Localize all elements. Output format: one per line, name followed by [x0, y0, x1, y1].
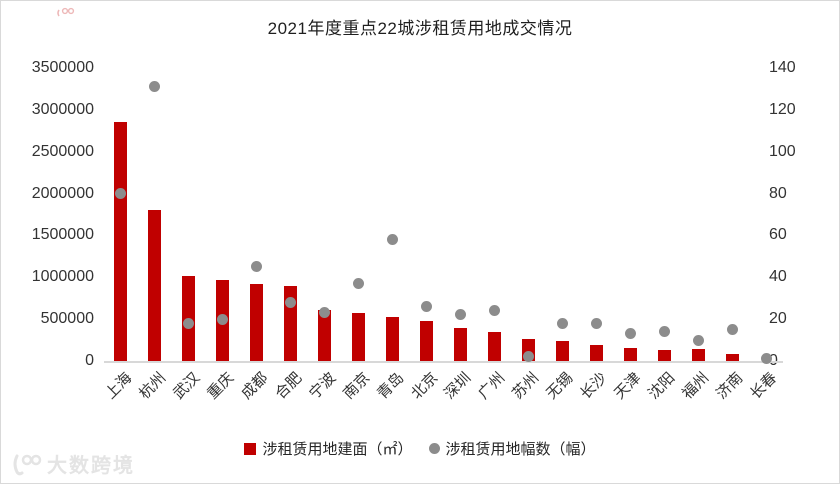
dot-无锡 — [556, 317, 568, 329]
bar-青岛 — [386, 316, 400, 361]
dot-北京 — [421, 301, 433, 313]
watermark-text: 大数跨境 — [47, 455, 135, 477]
dot-宁波 — [319, 307, 331, 319]
right-axis-tick: 100 — [769, 142, 796, 160]
dot-成都 — [251, 261, 263, 273]
left-axis-tick: 500000 — [40, 310, 94, 328]
bar-济南 — [725, 354, 739, 361]
x-label-长沙: 长沙 — [577, 369, 611, 403]
x-label-深圳: 深圳 — [441, 369, 475, 403]
bar-长沙 — [589, 344, 603, 361]
x-label-南京: 南京 — [339, 369, 373, 403]
legend-item-dot-series: 涉租赁用地幅数（幅） — [428, 438, 596, 459]
dot-重庆 — [217, 313, 229, 325]
bar-深圳 — [453, 328, 467, 361]
right-axis-tick: 20 — [769, 310, 787, 328]
bar-series-swatch-icon — [244, 442, 257, 455]
bar-天津 — [623, 347, 637, 361]
legend-label-dot-series: 涉租赁用地幅数（幅） — [445, 441, 596, 458]
right-axis-tick: 0 — [769, 352, 778, 370]
x-label-长春: 长春 — [747, 369, 781, 403]
legend-label-bar-series: 涉租赁用地建面（㎡） — [262, 441, 413, 458]
left-axis-tick: 3500000 — [31, 59, 94, 76]
x-label-沈阳: 沈阳 — [645, 369, 679, 403]
bar-宁波 — [318, 310, 332, 361]
dot-青岛 — [387, 234, 399, 246]
red-watermark-fragment-icon — [56, 5, 80, 17]
bar-无锡 — [555, 340, 569, 361]
dot-南京 — [353, 278, 365, 290]
bar-北京 — [420, 320, 434, 361]
x-label-杭州: 杭州 — [136, 369, 170, 403]
dot-杭州 — [149, 81, 161, 93]
x-label-苏州: 苏州 — [509, 369, 543, 403]
right-axis-tick: 120 — [769, 100, 796, 118]
watermark: 大数跨境 — [9, 449, 135, 478]
x-label-宁波: 宁波 — [305, 369, 340, 403]
bar-广州 — [487, 331, 501, 361]
x-label-成都: 成都 — [237, 369, 272, 403]
left-axis-tick: 2000000 — [31, 184, 94, 202]
x-label-上海: 上海 — [102, 369, 136, 403]
dot-长沙 — [590, 317, 602, 329]
bar-南京 — [352, 313, 366, 361]
dot-深圳 — [454, 309, 466, 321]
legend: 涉租赁用地建面（㎡） 涉租赁用地幅数（幅） — [1, 438, 839, 459]
dot-合肥 — [285, 296, 297, 308]
right-axis-tick: 80 — [769, 184, 787, 202]
x-label-北京: 北京 — [407, 369, 441, 403]
bar-福州 — [691, 348, 705, 361]
x-label-合肥: 合肥 — [271, 369, 306, 403]
dot-广州 — [488, 305, 500, 317]
bar-沈阳 — [657, 349, 671, 361]
x-label-无锡: 无锡 — [543, 369, 577, 403]
chart-title: 2021年度重点22城涉租赁用地成交情况 — [267, 19, 573, 38]
left-axis-tick: 1500000 — [31, 226, 94, 244]
left-axis-tick: 1000000 — [31, 268, 94, 286]
dashu-kuajing-logo-icon — [9, 452, 43, 476]
x-label-广州: 广州 — [475, 369, 509, 403]
bar-上海 — [114, 121, 128, 361]
x-label-重庆: 重庆 — [203, 369, 238, 403]
legend-item-bar-series: 涉租赁用地建面（㎡） — [244, 438, 413, 459]
dot-福州 — [692, 334, 704, 346]
bar-杭州 — [148, 210, 162, 361]
right-axis-tick: 140 — [769, 59, 796, 76]
dot-沈阳 — [658, 326, 670, 338]
x-label-青岛: 青岛 — [373, 369, 407, 403]
right-axis-tick: 60 — [769, 226, 787, 244]
dot-长春 — [760, 353, 772, 365]
dot-上海 — [115, 188, 127, 200]
left-axis-tick: 2500000 — [31, 142, 94, 160]
x-label-武汉: 武汉 — [169, 369, 204, 403]
x-label-济南: 济南 — [713, 369, 747, 403]
dot-苏州 — [522, 351, 534, 363]
left-axis-tick: 3000000 — [31, 100, 94, 118]
x-label-福州: 福州 — [679, 369, 713, 403]
x-label-天津: 天津 — [611, 369, 645, 403]
dot-series-swatch-icon — [428, 443, 440, 454]
dot-武汉 — [183, 317, 195, 329]
x-axis-line — [104, 361, 783, 363]
bar-成都 — [250, 284, 264, 361]
dot-天津 — [624, 328, 636, 340]
dot-济南 — [726, 324, 738, 336]
left-axis-tick: 0 — [85, 352, 94, 369]
right-axis-tick: 40 — [769, 268, 787, 286]
